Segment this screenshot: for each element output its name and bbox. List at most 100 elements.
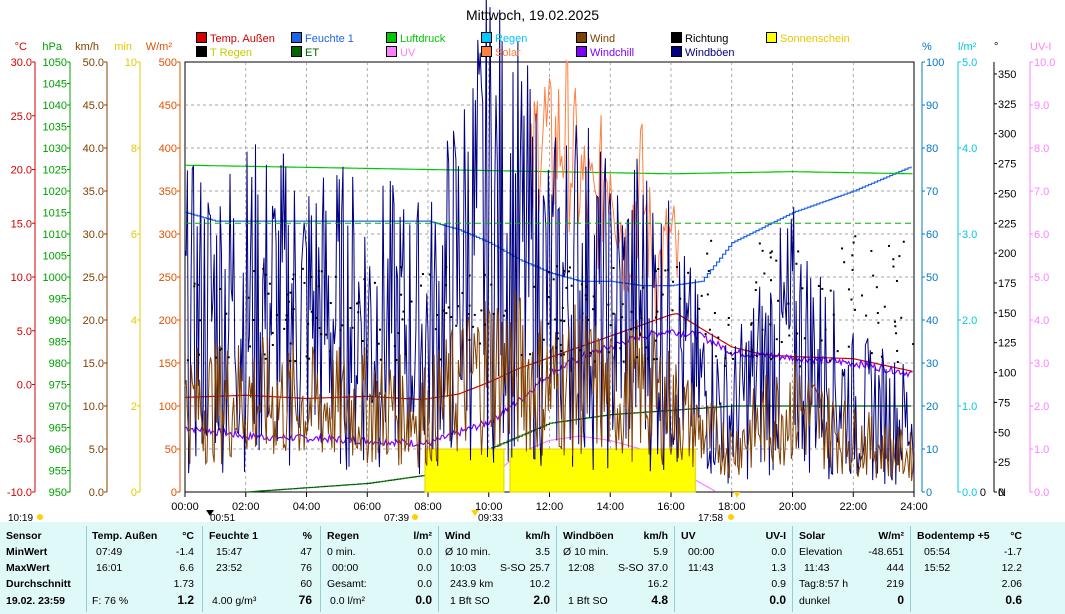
direction-point [320, 333, 323, 336]
direction-point [656, 310, 659, 313]
direction-point [912, 343, 915, 346]
right-axis-tick-label: 10 [926, 444, 938, 456]
sun-icon [728, 514, 734, 520]
legend-swatch [291, 46, 302, 57]
direction-point [713, 312, 716, 315]
direction-point [883, 305, 886, 308]
legend-swatch [766, 32, 777, 43]
direction-point [710, 239, 713, 242]
wind-r1-label: Ø 10 min. [445, 546, 491, 558]
direction-point [861, 294, 864, 297]
left-axis-tick-label: 950 [49, 487, 67, 499]
direction-point [654, 270, 657, 273]
divider [674, 526, 675, 612]
direction-point [310, 310, 313, 313]
direction-point [704, 332, 707, 335]
direction-point [291, 278, 294, 281]
boden-r1-label: 05:54 [924, 546, 951, 558]
stats-boeen: Windböen km/h Ø 10 min. 5.9 12:08 S-SO 3… [558, 522, 672, 614]
left-axis-tick-label: 1030 [43, 143, 67, 155]
direction-point [461, 292, 464, 295]
wind-r2-dir: S-SO [500, 562, 526, 574]
right-axis-tick-label: 30 [926, 358, 938, 370]
direction-point [329, 302, 332, 305]
direction-point [287, 293, 290, 296]
left-axis-tick-label: 50.0 [83, 57, 104, 69]
right-axis-tick-label: 10.0 [1034, 57, 1055, 69]
sensor-footer: 19.02. 23:59 [6, 595, 65, 607]
direction-point [357, 301, 360, 304]
solar-r1-label: Elevation [799, 546, 843, 558]
legend-item: UV [386, 46, 415, 59]
direction-point [400, 293, 403, 296]
direction-point [895, 279, 898, 282]
direction-point [420, 284, 423, 287]
direction-point [563, 269, 566, 272]
direction-point [706, 293, 709, 296]
right-axis-tick-label: 8.0 [1034, 143, 1049, 155]
right-axis-tick-label: 4.0 [1034, 315, 1049, 327]
direction-point [339, 328, 342, 331]
x-tick-label: 14:00 [596, 501, 624, 513]
direction-point [622, 360, 625, 363]
legend-swatch [196, 46, 207, 57]
feuchte-min: 47 [300, 546, 312, 558]
uv-title: UV [681, 530, 696, 542]
legend-item: Windchill [576, 46, 634, 59]
solar-current: 0 [897, 593, 904, 607]
legend-swatch [196, 32, 207, 43]
chart-title: Mittwoch, 19.02.2025 [465, 7, 600, 23]
direction-point [645, 346, 648, 349]
direction-point [579, 349, 582, 352]
right-axis-tick-label: 60 [926, 229, 938, 241]
uv-r2-label: 11:43 [688, 562, 714, 574]
wind-footer-label: 1 Bft SO [450, 595, 490, 607]
left-axis-tick-label: 300 [159, 229, 177, 241]
legend-label: Windchill [590, 47, 635, 59]
legend-item: Sonnenschein [766, 32, 850, 45]
direction-point [560, 354, 563, 357]
direction-point [349, 306, 352, 309]
right-axis-tick-label: 20 [926, 401, 938, 413]
direction-point [847, 345, 850, 348]
left-axis-tick-label: 955 [49, 466, 67, 478]
x-tick-label: 06:00 [353, 501, 381, 513]
series-et [245, 405, 911, 493]
legend-label: Regen [495, 33, 528, 45]
left-axis-tick-label: 1040 [43, 100, 67, 112]
direction-point [639, 333, 642, 336]
left-axis-tick-label: 35.0 [83, 186, 104, 198]
direction-point [893, 320, 896, 323]
series-windb-en [184, 0, 915, 485]
direction-point [584, 294, 587, 297]
direction-point [900, 316, 903, 319]
direction-point [445, 312, 448, 315]
legend-label: Feuchte 1 [305, 33, 354, 45]
legend-swatch [386, 32, 397, 43]
sunshine-bar [509, 448, 696, 493]
direction-point [447, 306, 450, 309]
left-axis-tick-label: 985 [49, 337, 67, 349]
left-axis-unit: km/h [75, 41, 99, 53]
regen-r3-label: Gesamt: [327, 578, 367, 590]
left-axis-tick-label: 1020 [43, 186, 67, 198]
direction-point [754, 289, 757, 292]
divider [792, 526, 793, 612]
boden-r2-label: 15:52 [924, 562, 951, 574]
direction-point [795, 262, 798, 265]
direction-point [434, 328, 437, 331]
left-axis-tick-label: 45.0 [83, 100, 104, 112]
boeen-current: 4.8 [651, 593, 668, 607]
uv-current: 0.0 [769, 593, 786, 607]
left-axis-tick-label: 1045 [43, 79, 67, 91]
direction-point [565, 286, 568, 289]
direction-point [483, 273, 486, 276]
boden-unit: °C [1010, 530, 1022, 542]
direction-point [225, 312, 228, 315]
direction-point [894, 325, 897, 328]
direction-point [717, 336, 720, 339]
direction-point [892, 265, 895, 268]
right-axis-tick-label: 2.0 [962, 315, 977, 327]
left-axis-tick-label: 40.0 [83, 143, 104, 155]
x-tick-label: 04:00 [293, 501, 321, 513]
